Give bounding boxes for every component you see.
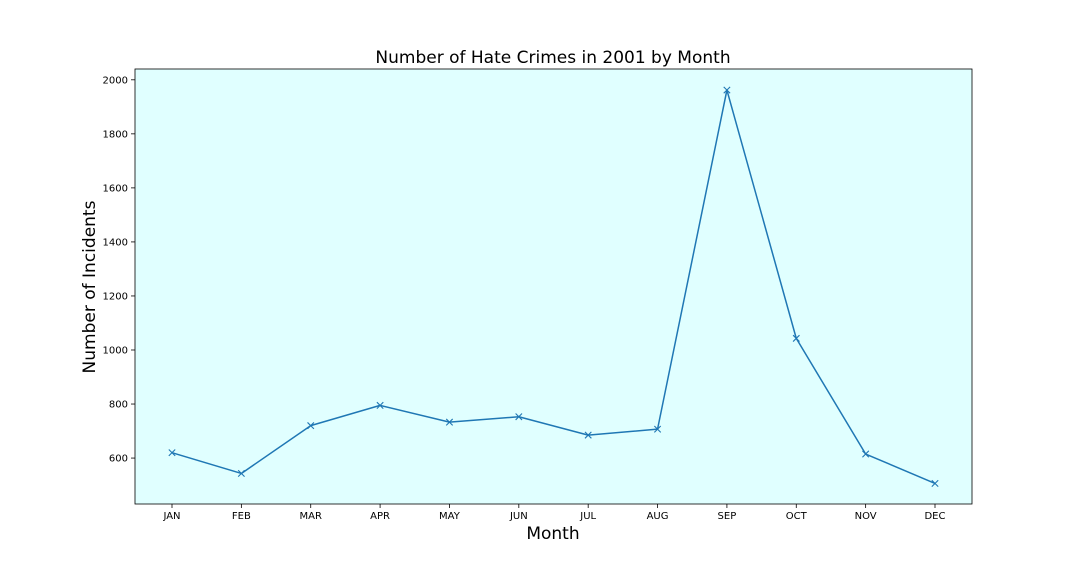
- data-point-marker: [237, 469, 245, 478]
- data-point-marker: [931, 479, 939, 488]
- x-tick-label: OCT: [786, 511, 808, 522]
- y-tick-label: 1400: [103, 237, 128, 248]
- y-tick-label: 600: [109, 454, 128, 465]
- x-tick-label: APR: [370, 511, 390, 522]
- x-tick-label: DEC: [924, 511, 945, 522]
- x-tick-label: MAY: [439, 511, 461, 522]
- x-tick-label: SEP: [718, 511, 737, 522]
- data-point-marker: [168, 449, 176, 457]
- x-tick-label: MAR: [300, 511, 322, 522]
- data-point-marker: [445, 418, 454, 426]
- plot-area: [135, 69, 972, 504]
- data-point-marker: [862, 450, 870, 458]
- y-tick-label: 1000: [103, 345, 128, 356]
- series-layer: [168, 86, 939, 488]
- data-point-marker: [515, 413, 523, 421]
- x-tick-label: JUN: [509, 511, 528, 522]
- x-tick-label: JUL: [579, 511, 596, 522]
- data-point-marker: [584, 431, 592, 439]
- y-axis: 600 800 1000 1200 1400 1600 1800 2000: [103, 75, 135, 465]
- x-tick-label: AUG: [647, 511, 669, 522]
- data-point-marker: [307, 422, 315, 430]
- y-tick-label: 1600: [103, 183, 128, 194]
- x-tick-label: JAN: [162, 511, 180, 522]
- data-point-marker: [376, 401, 384, 409]
- data-point-marker: [792, 334, 800, 342]
- x-tick-label: NOV: [855, 511, 877, 522]
- series-line: [171, 89, 936, 485]
- y-tick-label: 800: [109, 400, 128, 411]
- chart-title: Number of Hate Crimes in 2001 by Month: [375, 48, 730, 68]
- y-tick-label: 1200: [103, 291, 128, 302]
- y-tick-label: 2000: [103, 75, 128, 86]
- y-axis-label: Number of Incidents: [80, 200, 100, 373]
- y-tick-label: 1800: [103, 129, 128, 140]
- x-tick-label: FEB: [232, 511, 251, 522]
- data-point-marker: [653, 425, 662, 433]
- plot-frame: [134, 68, 973, 505]
- x-axis-label: Month: [526, 524, 579, 544]
- x-axis: JAN FEB MAR APR MAY JUN JUL AUG SEP OCT NOV DEC: [162, 504, 946, 522]
- data-point-marker: [723, 86, 731, 94]
